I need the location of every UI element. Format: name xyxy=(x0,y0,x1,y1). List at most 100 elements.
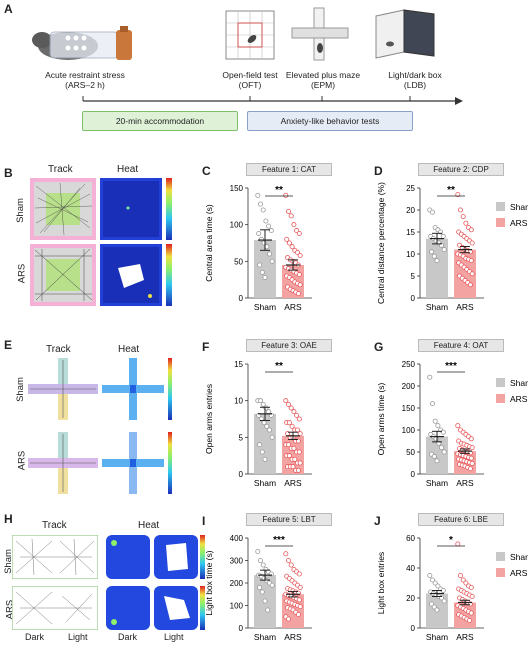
data-point xyxy=(441,598,447,604)
chart-title: Feature 1: CAT xyxy=(246,163,332,176)
y-tick-label: 150 xyxy=(230,184,244,193)
data-point xyxy=(467,618,473,624)
y-tick-label: 300 xyxy=(230,557,244,566)
restrainer-mouse-illustration xyxy=(32,26,132,60)
data-point xyxy=(441,449,447,455)
legend-item-sham: Sham xyxy=(496,552,528,562)
x-tick-label: ARS xyxy=(284,478,302,488)
oft-heat-sham xyxy=(100,178,162,240)
y-tick-label: 200 xyxy=(230,579,244,588)
error-bar xyxy=(286,259,300,271)
data-point xyxy=(432,580,438,586)
data-point xyxy=(256,230,262,236)
x-tick-label: ARS xyxy=(284,302,302,312)
data-point xyxy=(262,274,268,280)
data-point xyxy=(297,282,303,288)
significance-stars: *** xyxy=(445,361,457,372)
row-label-sham-e: Sham xyxy=(14,377,26,402)
legend-label: ARS xyxy=(510,394,528,404)
y-tick-label: 250 xyxy=(402,360,416,369)
open-field-icon xyxy=(225,10,275,60)
legend-item-sham: Sham xyxy=(496,378,528,388)
data-point xyxy=(260,207,266,213)
track-header-e: Track xyxy=(46,344,71,355)
data-point xyxy=(427,374,433,380)
data-point xyxy=(441,247,447,253)
chart-title: Feature 3: OAE xyxy=(246,339,332,352)
data-point xyxy=(258,236,264,242)
data-point xyxy=(297,431,303,437)
data-point xyxy=(439,445,445,451)
data-point xyxy=(297,585,303,591)
panel-letter-d: D xyxy=(374,164,383,178)
legend-label: Sham xyxy=(510,378,528,388)
y-tick-label: 5 xyxy=(411,272,416,281)
data-point xyxy=(292,456,298,462)
light-label: Light xyxy=(68,632,88,642)
y-tick-label: 20 xyxy=(406,594,415,603)
ldb-track-sham xyxy=(12,535,98,579)
x-tick-label: ARS xyxy=(284,632,302,642)
step-oft-label: Open-field test (OFT) xyxy=(222,70,278,90)
data-point xyxy=(286,420,292,426)
data-point xyxy=(458,573,464,579)
heat-colorbar xyxy=(166,178,172,240)
y-tick-label: 5 xyxy=(239,433,244,442)
significance-stars: *** xyxy=(273,535,285,546)
y-tick-label: 10 xyxy=(406,250,415,259)
panel-letter-c: C xyxy=(202,164,211,178)
y-axis-label: Open arms time (s) xyxy=(376,382,386,455)
data-point xyxy=(430,577,436,583)
light-label: Light xyxy=(164,632,184,642)
data-point xyxy=(468,436,474,442)
heat-colorbar xyxy=(166,244,172,306)
heat-header-b: Heat xyxy=(117,164,139,175)
data-point xyxy=(295,427,301,433)
data-point xyxy=(283,192,289,198)
error-bar xyxy=(258,569,272,581)
y-tick-label: 0 xyxy=(239,624,244,633)
error-bar xyxy=(286,591,300,598)
legend-item-ars: ARS xyxy=(496,394,528,404)
oft-heat-ars xyxy=(100,244,162,306)
error-bar xyxy=(286,431,300,441)
data-point xyxy=(296,571,302,577)
data-point xyxy=(265,607,271,613)
data-point xyxy=(291,409,297,415)
bar-chart: Open arms entries 0 5 10 15 Sham ARS ** xyxy=(204,360,312,488)
x-tick-label: ARS xyxy=(456,478,474,488)
data-point xyxy=(258,201,264,207)
x-tick-label: Sham xyxy=(426,302,448,312)
data-point xyxy=(435,583,441,589)
data-point xyxy=(258,398,264,404)
y-tick-label: 0 xyxy=(411,294,416,303)
dark-label: Dark xyxy=(118,632,138,642)
data-point xyxy=(455,541,461,547)
data-point xyxy=(283,398,289,404)
heat-header-h: Heat xyxy=(138,520,160,531)
x-tick-label: Sham xyxy=(426,478,448,488)
data-point xyxy=(463,580,469,586)
data-point xyxy=(286,557,292,563)
data-point xyxy=(268,228,274,234)
data-point xyxy=(435,423,441,429)
oft-track-ars xyxy=(30,244,96,306)
epm-heat-sham xyxy=(102,358,164,420)
plus-maze-icon xyxy=(291,7,349,61)
data-point xyxy=(288,562,294,568)
error-bar xyxy=(458,448,472,454)
data-point xyxy=(460,214,466,220)
panel-letter-j: J xyxy=(374,514,381,528)
step-ldb-label: Light/dark box (LDB) xyxy=(388,70,442,90)
legend-label: Sham xyxy=(510,552,528,562)
data-point xyxy=(262,598,268,604)
legend-label: ARS xyxy=(510,568,528,578)
x-tick-label: Sham xyxy=(426,632,448,642)
significance-stars: ** xyxy=(275,185,283,196)
epm-track-sham xyxy=(28,358,98,420)
x-tick-label: Sham xyxy=(254,302,276,312)
legend-item-ars: ARS xyxy=(496,218,528,228)
data-point xyxy=(427,573,433,579)
data-point xyxy=(291,222,297,228)
y-tick-label: 20 xyxy=(406,206,415,215)
